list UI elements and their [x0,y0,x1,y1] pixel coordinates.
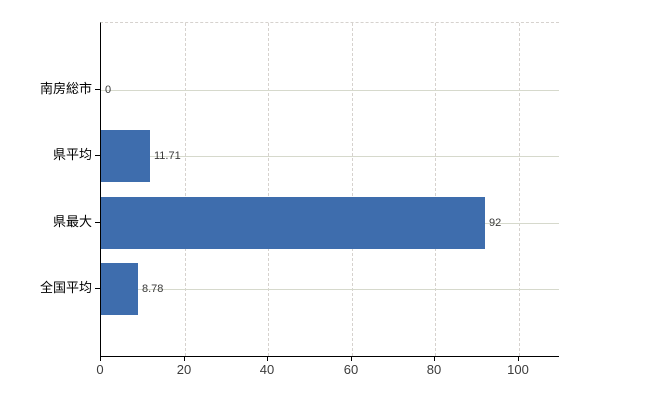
category-tick [95,222,100,223]
x-axis-tick [267,356,268,361]
value-label: 0 [105,84,112,96]
category-label: 県平均 [52,147,92,162]
value-label: 8.78 [142,283,164,295]
x-tick-label: 40 [259,362,275,377]
value-label: 11.71 [154,150,181,162]
x-tick-label: 0 [96,362,104,377]
x-axis-tick [434,356,435,361]
vertical-gridline [352,23,353,356]
category-label: 全国平均 [39,280,92,295]
value-label: 92 [489,217,502,229]
x-tick-label: 100 [507,362,529,377]
vertical-gridline [435,23,436,356]
plot-area: 0 11.71 92 8.78 [100,22,559,357]
bar [101,263,138,315]
bar [101,197,485,249]
bar [101,130,150,182]
x-tick-label: 60 [343,362,359,377]
horizontal-gridline [101,90,559,91]
category-tick [95,155,100,156]
category-label: 南房総市 [39,81,92,96]
vertical-gridline [185,23,186,356]
category-tick [95,89,100,90]
horizontal-gridline [101,156,559,157]
x-tick-label: 20 [176,362,192,377]
x-axis-tick [351,356,352,361]
horizontal-gridline [101,289,559,290]
x-axis-tick [100,356,101,361]
x-axis-tick [518,356,519,361]
x-tick-label: 80 [426,362,442,377]
vertical-gridline [268,23,269,356]
vertical-gridline [519,23,520,356]
x-axis-tick [184,356,185,361]
category-tick [95,288,100,289]
category-label: 県最大 [52,214,92,229]
